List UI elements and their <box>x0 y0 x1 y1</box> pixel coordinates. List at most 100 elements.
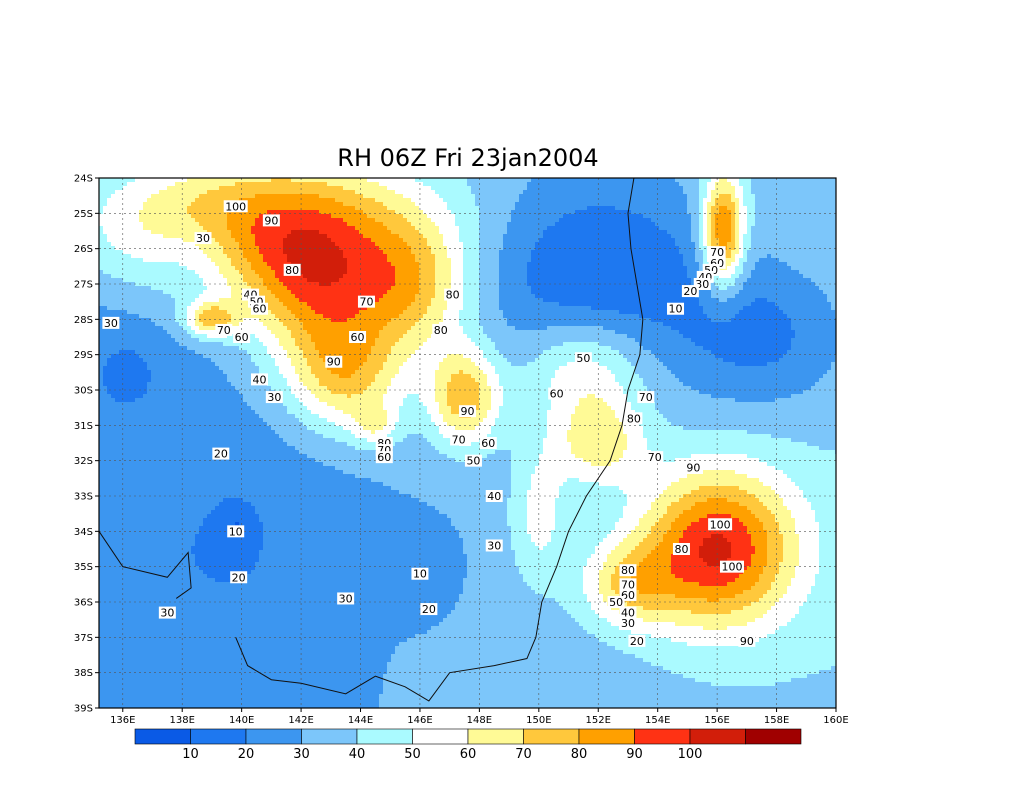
rh-cell <box>119 218 124 223</box>
rh-cell <box>131 194 136 199</box>
rh-cell <box>567 198 572 203</box>
rh-cell <box>139 186 144 191</box>
rh-cell <box>179 202 184 207</box>
rh-cell <box>379 254 384 259</box>
rh-cell <box>443 222 448 227</box>
rh-cell <box>503 242 508 247</box>
rh-cell <box>815 278 820 283</box>
rh-cell <box>535 246 540 251</box>
rh-cell <box>691 210 696 215</box>
rh-cell <box>539 182 544 187</box>
rh-cell <box>279 222 284 227</box>
rh-cell <box>291 190 296 195</box>
rh-cell <box>271 202 276 207</box>
rh-cell <box>423 218 428 223</box>
rh-cell <box>499 206 504 211</box>
rh-cell <box>315 258 320 263</box>
rh-cell <box>135 182 140 187</box>
rh-cell <box>403 258 408 263</box>
rh-cell <box>195 214 200 219</box>
rh-cell <box>831 246 836 251</box>
rh-cell <box>751 278 756 283</box>
rh-cell <box>703 230 708 235</box>
rh-cell <box>643 178 648 183</box>
rh-cell <box>219 222 224 227</box>
rh-cell <box>771 262 776 267</box>
rh-cell <box>775 254 780 259</box>
rh-cell <box>727 178 732 183</box>
rh-cell <box>459 218 464 223</box>
rh-cell <box>531 270 536 275</box>
rh-cell <box>151 242 156 247</box>
rh-cell <box>823 250 828 255</box>
rh-cell <box>583 254 588 259</box>
rh-cell <box>815 266 820 271</box>
rh-cell <box>583 230 588 235</box>
rh-cell <box>539 210 544 215</box>
rh-cell <box>395 226 400 231</box>
rh-cell <box>743 210 748 215</box>
rh-cell <box>659 178 664 183</box>
rh-cell <box>435 218 440 223</box>
rh-cell <box>203 218 208 223</box>
rh-cell <box>479 214 484 219</box>
rh-cell <box>163 218 168 223</box>
rh-cell <box>583 238 588 243</box>
rh-cell <box>131 230 136 235</box>
rh-cell <box>295 250 300 255</box>
rh-cell <box>591 214 596 219</box>
rh-cell <box>539 186 544 191</box>
rh-cell <box>443 254 448 259</box>
rh-cell <box>691 190 696 195</box>
rh-cell <box>139 190 144 195</box>
rh-cell <box>151 258 156 263</box>
rh-cell <box>455 258 460 263</box>
rh-cell <box>695 262 700 267</box>
rh-cell <box>99 278 104 283</box>
rh-cell <box>775 262 780 267</box>
rh-cell <box>439 222 444 227</box>
rh-cell <box>511 230 516 235</box>
rh-cell <box>171 210 176 215</box>
rh-cell <box>243 242 248 247</box>
rh-cell <box>111 254 116 259</box>
rh-cell <box>183 250 188 255</box>
rh-cell <box>619 246 624 251</box>
rh-cell <box>779 206 784 211</box>
rh-cell <box>255 258 260 263</box>
rh-cell <box>715 238 720 243</box>
rh-cell <box>467 190 472 195</box>
rh-cell <box>451 206 456 211</box>
rh-cell <box>247 190 252 195</box>
rh-cell <box>243 246 248 251</box>
rh-cell <box>683 234 688 239</box>
rh-cell <box>643 262 648 267</box>
rh-cell <box>607 242 612 247</box>
rh-cell <box>463 186 468 191</box>
rh-cell <box>179 278 184 283</box>
rh-cell <box>295 274 300 279</box>
rh-cell <box>199 278 204 283</box>
rh-cell <box>611 230 616 235</box>
rh-cell <box>487 242 492 247</box>
rh-cell <box>811 274 816 279</box>
rh-cell <box>799 246 804 251</box>
rh-cell <box>379 266 384 271</box>
rh-cell <box>143 226 148 231</box>
rh-cell <box>703 178 708 183</box>
rh-cell <box>487 186 492 191</box>
rh-cell <box>423 230 428 235</box>
rh-cell <box>807 266 812 271</box>
rh-cell <box>463 278 468 283</box>
rh-cell <box>355 270 360 275</box>
rh-cell <box>127 202 132 207</box>
rh-cell <box>627 278 632 283</box>
rh-cell <box>295 178 300 183</box>
rh-cell <box>551 258 556 263</box>
rh-cell <box>823 198 828 203</box>
rh-cell <box>491 278 496 283</box>
rh-cell <box>655 230 660 235</box>
rh-cell <box>323 238 328 243</box>
rh-cell <box>623 258 628 263</box>
rh-cell <box>831 222 836 227</box>
